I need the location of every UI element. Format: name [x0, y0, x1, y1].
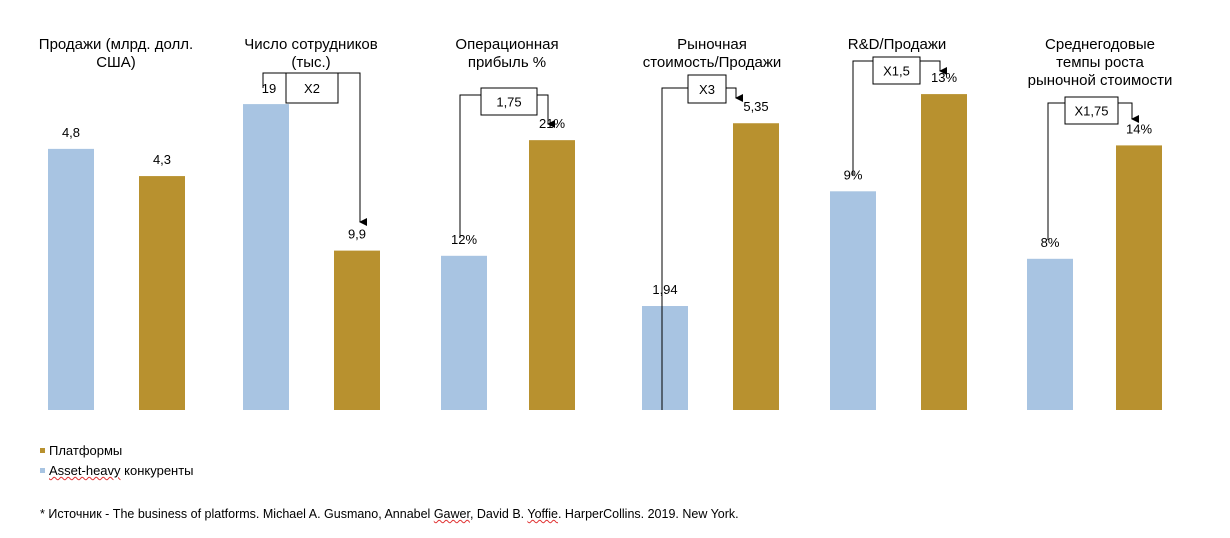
- panel-title-6: Среднегодовые: [1045, 36, 1155, 53]
- panel-title-1: Продажи (млрд. долл.: [39, 36, 193, 53]
- legend-label-asset-rest: конкуренты: [120, 463, 194, 478]
- bar-platforms-6: [1116, 145, 1162, 410]
- bracket-left-line-6: [1047, 102, 1065, 240]
- source-note: * Источник - The business of platforms. …: [40, 507, 739, 521]
- legend-label-asset-word: Asset-heavy: [49, 463, 121, 478]
- bar-platforms-1: [139, 176, 185, 410]
- bracket-left-line-2: [262, 72, 286, 88]
- bracket-arrow-3: [537, 94, 555, 128]
- panel-title-2: Число сотрудников: [244, 36, 378, 53]
- data-label-4-1: 1,94: [652, 282, 677, 297]
- bracket-arrow-2: [338, 72, 367, 226]
- bracket-left-line-5: [852, 60, 873, 175]
- data-label-2-2: 9,9: [348, 227, 366, 242]
- legend-label-platforms: Платформы: [49, 443, 123, 458]
- bar-asset-heavy-1: [48, 148, 94, 410]
- bar-asset-heavy-4: [642, 306, 688, 410]
- bracket-left-line-3: [459, 94, 481, 238]
- legend-item-asset-heavy: Asset-heavy конкуренты: [40, 463, 194, 478]
- source-yoffie: Yoffie: [527, 507, 558, 521]
- bar-asset-heavy-6: [1027, 258, 1073, 410]
- panel-title-5: R&D/Продажи: [848, 36, 946, 53]
- multiplier-label-3: 1,75: [496, 95, 521, 110]
- bar-asset-heavy-5: [830, 191, 876, 410]
- panel-title-1: США): [96, 54, 136, 71]
- multiplier-box-2: [285, 72, 339, 104]
- source-gawer: Gawer: [433, 507, 470, 521]
- bracket-arrow-6: [1118, 102, 1139, 123]
- data-label-2-1: 19: [262, 81, 276, 96]
- legend-swatch-platforms: [40, 448, 45, 453]
- data-label-1-1: 4,8: [62, 125, 80, 140]
- panel-title-6: темпы роста: [1056, 54, 1144, 71]
- panel-title-4: стоимость/Продажи: [643, 54, 782, 71]
- multiplier-box-4: [687, 74, 727, 104]
- panel-title-3: прибыль %: [468, 54, 546, 71]
- multiplier-label-6: X1,75: [1075, 104, 1109, 119]
- multiplier-box-5: [872, 56, 921, 85]
- legend-item-platforms: Платформы: [40, 443, 122, 458]
- legend-swatch-asset-heavy: [40, 468, 45, 473]
- data-label-5-2: 13%: [931, 70, 957, 85]
- bar-platforms-3: [529, 140, 575, 410]
- multiplier-label-4: X3: [699, 82, 715, 97]
- bar-platforms-5: [921, 94, 967, 410]
- panel-title-3: Операционная: [455, 36, 558, 53]
- panel-title-6: рыночной стоимости: [1028, 72, 1173, 89]
- multiplier-box-3: [480, 87, 538, 116]
- multiplier-box-6: [1064, 96, 1119, 125]
- bar-asset-heavy-2: [243, 104, 289, 410]
- bracket-arrow-5: [920, 60, 947, 75]
- source-prefix: * Источник - The business of platforms. …: [40, 507, 434, 521]
- multiplier-label-5: X1,5: [883, 64, 910, 79]
- source-mid: , David B.: [469, 507, 528, 521]
- data-label-6-2: 14%: [1126, 121, 1152, 136]
- panel-title-4: Рыночная: [677, 36, 747, 53]
- bar-asset-heavy-3: [441, 255, 487, 410]
- data-label-3-1: 12%: [451, 232, 477, 247]
- data-label-3-2: 21%: [539, 116, 565, 131]
- multiplier-label-2: X2: [304, 81, 320, 96]
- data-label-4-2: 5,35: [743, 99, 768, 114]
- bracket-arrow-4: [726, 87, 743, 102]
- panel-title-2: (тыс.): [291, 54, 330, 71]
- data-label-6-1: 8%: [1041, 235, 1060, 250]
- bar-platforms-2: [334, 250, 380, 410]
- data-label-1-2: 4,3: [153, 152, 171, 167]
- bracket-left-line-4: [661, 87, 688, 410]
- bar-platforms-4: [733, 123, 779, 411]
- source-suffix: . HarperCollins. 2019. New York.: [557, 507, 739, 521]
